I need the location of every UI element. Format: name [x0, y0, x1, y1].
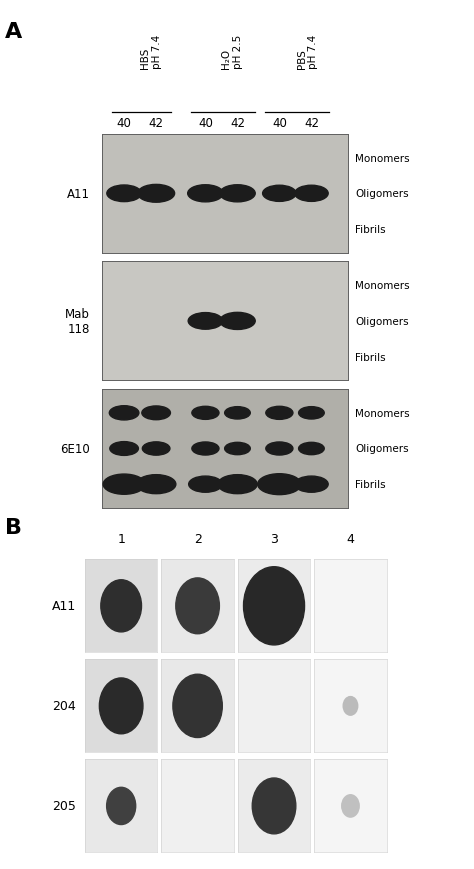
Circle shape: [295, 186, 328, 202]
Text: 42: 42: [230, 116, 245, 129]
Text: Monomers: Monomers: [356, 281, 410, 291]
Circle shape: [101, 580, 142, 632]
Circle shape: [225, 443, 250, 455]
Circle shape: [107, 186, 141, 202]
Circle shape: [173, 674, 222, 738]
Text: 40: 40: [198, 116, 213, 129]
Text: Monomers: Monomers: [356, 154, 410, 163]
Text: A11: A11: [52, 600, 76, 613]
Circle shape: [342, 795, 359, 817]
Circle shape: [266, 442, 293, 455]
Circle shape: [258, 474, 301, 495]
Text: 1: 1: [117, 533, 125, 545]
Text: Fibrils: Fibrils: [356, 225, 386, 235]
Text: Monomers: Monomers: [356, 408, 410, 418]
Text: Oligomers: Oligomers: [356, 316, 409, 327]
Text: H₂O
pH 2.5: H₂O pH 2.5: [221, 35, 243, 69]
Text: 6E10: 6E10: [60, 442, 90, 455]
Circle shape: [225, 408, 250, 420]
Text: A: A: [5, 22, 22, 42]
Circle shape: [137, 185, 174, 203]
Circle shape: [263, 186, 296, 202]
Circle shape: [103, 474, 145, 494]
Circle shape: [109, 406, 139, 421]
Text: Oligomers: Oligomers: [356, 189, 409, 199]
Circle shape: [176, 578, 219, 634]
Circle shape: [188, 185, 223, 202]
Circle shape: [220, 185, 255, 202]
Text: 42: 42: [304, 116, 319, 129]
Text: B: B: [5, 517, 22, 537]
Text: 42: 42: [149, 116, 164, 129]
Circle shape: [192, 407, 219, 420]
Text: A11: A11: [67, 188, 90, 201]
Circle shape: [244, 567, 304, 645]
Circle shape: [299, 443, 324, 455]
Circle shape: [299, 408, 324, 420]
Text: Fibrils: Fibrils: [356, 352, 386, 362]
Text: Oligomers: Oligomers: [356, 444, 409, 454]
Text: 2: 2: [194, 533, 201, 545]
Circle shape: [295, 476, 328, 493]
Text: HBS
pH 7.4: HBS pH 7.4: [140, 35, 162, 69]
Text: 40: 40: [117, 116, 131, 129]
Circle shape: [220, 313, 255, 330]
Text: 40: 40: [272, 116, 287, 129]
Circle shape: [142, 442, 170, 455]
Circle shape: [189, 476, 222, 493]
Circle shape: [100, 678, 143, 734]
Text: PBS
pH 7.4: PBS pH 7.4: [297, 35, 318, 69]
Circle shape: [107, 787, 136, 825]
Circle shape: [218, 475, 257, 494]
Circle shape: [142, 407, 171, 421]
Text: 4: 4: [346, 533, 355, 545]
Text: 3: 3: [270, 533, 278, 545]
Circle shape: [188, 313, 223, 330]
Circle shape: [192, 442, 219, 455]
Text: 205: 205: [52, 799, 76, 813]
Text: Mab
118: Mab 118: [65, 308, 90, 335]
Circle shape: [252, 778, 296, 834]
Circle shape: [266, 407, 293, 420]
Circle shape: [137, 475, 176, 494]
Circle shape: [110, 442, 138, 456]
Circle shape: [343, 697, 358, 715]
Text: 204: 204: [52, 700, 76, 713]
Text: Fibrils: Fibrils: [356, 480, 386, 489]
